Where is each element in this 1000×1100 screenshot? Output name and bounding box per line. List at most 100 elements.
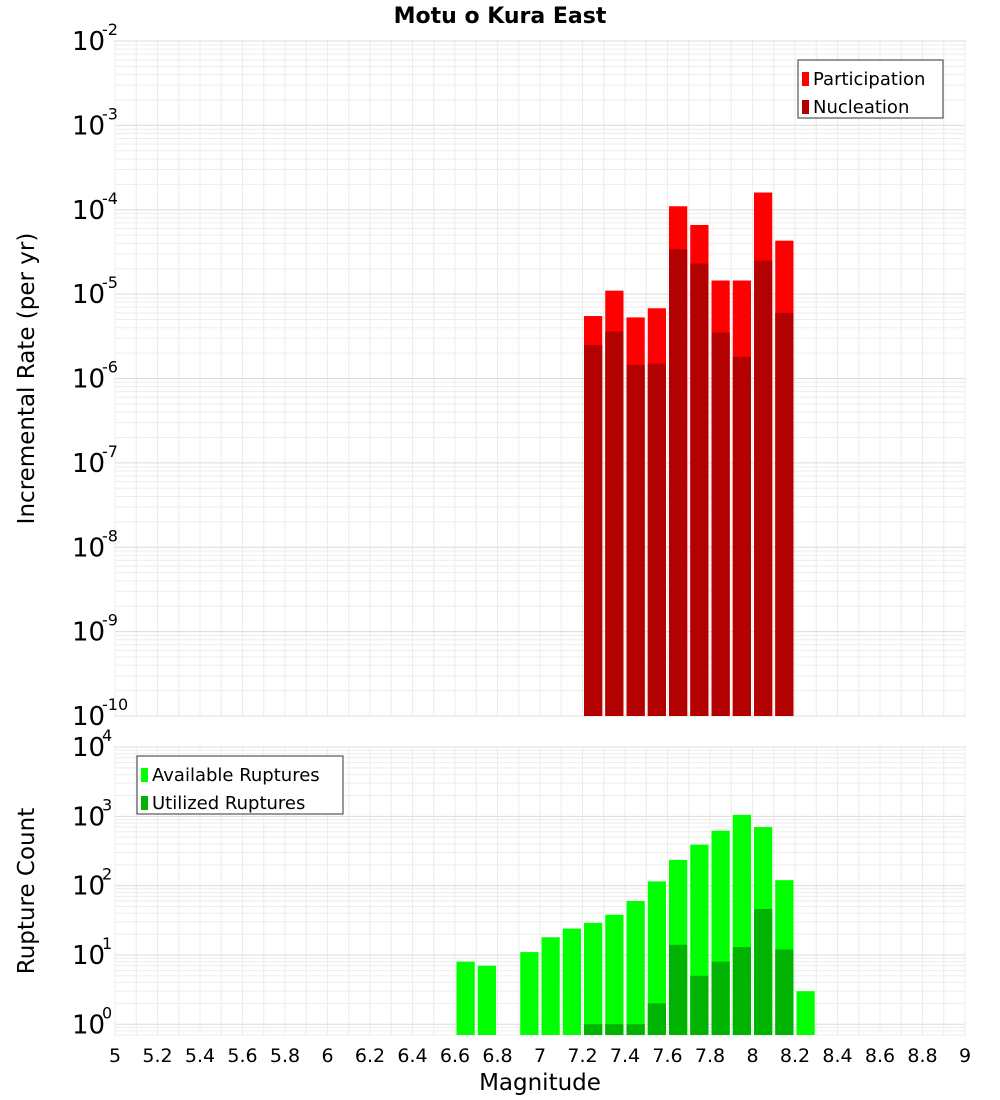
bar-nucleation — [711, 332, 730, 716]
bar-utilized-ruptures — [669, 944, 688, 1035]
legend-label: Utilized Ruptures — [152, 793, 305, 814]
y-tick-label: 10 — [72, 196, 105, 226]
x-tick-label: 6.4 — [397, 1045, 427, 1067]
bar-utilized-ruptures — [605, 1024, 624, 1035]
x-tick-label: 6.2 — [355, 1045, 385, 1067]
x-tick-label: 5.4 — [185, 1045, 215, 1067]
x-tick-label: 7 — [534, 1045, 546, 1067]
x-axis-label: Magnitude — [479, 1070, 601, 1096]
x-tick-label: 9 — [959, 1045, 971, 1067]
grid-1 — [114, 40, 966, 717]
legend-label: Nucleation — [813, 97, 909, 118]
y-tick-exponent: -6 — [102, 358, 118, 377]
legend-2: Available Ruptures Utilized Ruptures — [136, 755, 344, 815]
bar-utilized-ruptures — [690, 975, 709, 1035]
legend-box — [797, 59, 944, 119]
x-tick-label: 7.8 — [695, 1045, 725, 1067]
bar-available-ruptures — [520, 952, 539, 1035]
y-tick-label: 10 — [72, 702, 105, 732]
y-tick-label: 10 — [72, 365, 105, 395]
y-tick-label: 10 — [72, 27, 105, 57]
x-tick-label: 7.6 — [652, 1045, 682, 1067]
bar-available-ruptures — [626, 901, 645, 1035]
y-tick-label: 10 — [72, 1010, 105, 1040]
bar-utilized-ruptures — [584, 1024, 603, 1035]
bar-nucleation — [626, 364, 645, 716]
legend-swatch — [141, 768, 148, 782]
y-tick-exponent: -3 — [102, 104, 118, 123]
y-tick-exponent: -7 — [102, 442, 118, 461]
bar-utilized-ruptures — [626, 1024, 645, 1035]
x-tick-label: 6.6 — [440, 1045, 470, 1067]
y-tick-exponent: 4 — [102, 726, 112, 745]
y-tick-label: 10 — [72, 941, 105, 971]
bar-available-ruptures — [796, 991, 815, 1035]
bar-utilized-ruptures — [732, 947, 751, 1035]
y-axis-label: Incremental Rate (per yr) — [14, 233, 40, 525]
bar-nucleation — [584, 344, 603, 716]
x-tick-label: 8 — [746, 1045, 758, 1067]
y-axis-label: Rupture Count — [14, 808, 40, 974]
y-tick-exponent: 2 — [102, 865, 112, 884]
bars-panel-1 — [584, 192, 794, 717]
legend-1: Participation Nucleation — [797, 59, 944, 119]
x-tick-label: 6.8 — [482, 1045, 512, 1067]
y-tick-exponent: -4 — [102, 189, 118, 208]
x-tick-label: 6 — [321, 1045, 333, 1067]
bar-nucleation — [754, 260, 773, 716]
x-tick-label: 8.2 — [780, 1045, 810, 1067]
y-tick-exponent: -8 — [102, 526, 118, 545]
bar-available-ruptures — [456, 961, 475, 1035]
x-tick-label: 8.8 — [907, 1045, 937, 1067]
bar-utilized-ruptures — [711, 961, 730, 1035]
bar-utilized-ruptures — [647, 1003, 666, 1035]
bar-nucleation — [605, 331, 624, 716]
legend-label: Participation — [813, 69, 925, 90]
x-tick-label: 5.6 — [227, 1045, 257, 1067]
bar-available-ruptures — [562, 928, 581, 1035]
y-tick-label: 10 — [72, 111, 105, 141]
bar-utilized-ruptures — [754, 909, 773, 1035]
grid-2 — [114, 746, 966, 1036]
bar-utilized-ruptures — [775, 949, 794, 1035]
y-tick-label: 10 — [72, 533, 105, 563]
legend-box — [136, 755, 344, 815]
legend-label: Available Ruptures — [152, 765, 320, 786]
bar-available-ruptures — [541, 937, 560, 1035]
x-tick-label: 5 — [109, 1045, 121, 1067]
y-tick-label: 10 — [72, 872, 105, 902]
legend-swatch — [141, 796, 148, 810]
y-tick-exponent: -5 — [102, 273, 118, 292]
y-tick-exponent: 1 — [102, 934, 112, 953]
x-tick-label: 7.4 — [610, 1045, 640, 1067]
bar-available-ruptures — [477, 965, 496, 1035]
legend-swatch — [802, 100, 809, 114]
y-tick-label: 10 — [72, 618, 105, 648]
bar-nucleation — [669, 249, 688, 716]
y-tick-exponent: 0 — [102, 1003, 112, 1022]
x-tick-label: 7.2 — [567, 1045, 597, 1067]
y-tick-exponent: 3 — [102, 795, 112, 814]
x-tick-label: 8.4 — [822, 1045, 852, 1067]
bar-nucleation — [775, 312, 794, 716]
x-tick-label: 8.6 — [865, 1045, 895, 1067]
bar-available-ruptures — [647, 881, 666, 1035]
bar-available-ruptures — [605, 914, 624, 1035]
y-tick-label: 10 — [72, 280, 105, 310]
y-tick-label: 10 — [72, 449, 105, 479]
bars-panel-2 — [456, 814, 815, 1035]
chart-title: Motu o Kura East — [394, 4, 607, 29]
y-tick-exponent: -9 — [102, 611, 118, 630]
y-tick-exponent: -10 — [102, 695, 128, 714]
x-tick-label: 5.2 — [142, 1045, 172, 1067]
y-tick-label: 10 — [72, 733, 105, 763]
legend-swatch — [802, 72, 809, 86]
x-tick-label: 5.8 — [270, 1045, 300, 1067]
y-tick-exponent: -2 — [102, 20, 118, 39]
bar-nucleation — [647, 363, 666, 716]
bar-nucleation — [732, 356, 751, 716]
y-tick-label: 10 — [72, 802, 105, 832]
bar-available-ruptures — [584, 922, 603, 1035]
